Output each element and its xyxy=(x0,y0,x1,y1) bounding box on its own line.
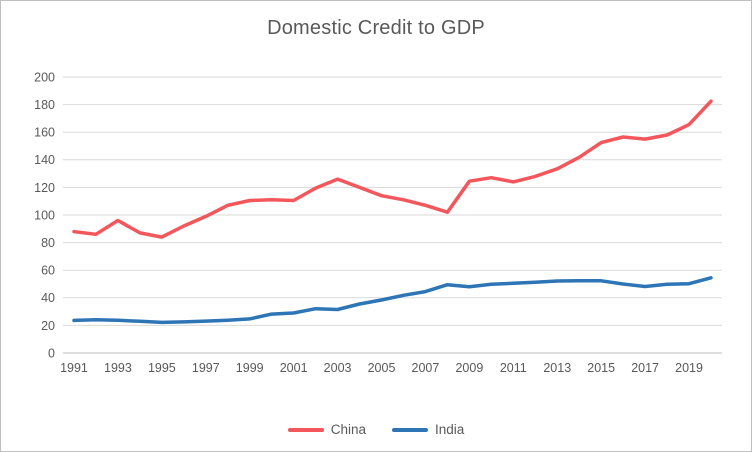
x-tick-label: 2011 xyxy=(500,361,527,375)
x-tick-label: 2017 xyxy=(631,361,659,375)
y-tick-label: 180 xyxy=(34,98,55,112)
y-tick-label: 160 xyxy=(34,126,55,140)
y-tick-label: 140 xyxy=(34,153,55,167)
x-tick-label: 2013 xyxy=(543,361,571,375)
legend-item-china: China xyxy=(287,422,366,437)
chart-title: Domestic Credit to GDP xyxy=(267,17,485,39)
y-tick-label: 120 xyxy=(34,181,55,195)
x-tick-label: 2003 xyxy=(324,361,352,375)
china-line-swatch xyxy=(287,427,324,432)
y-tick-label: 40 xyxy=(41,291,55,305)
x-tick-label: 1991 xyxy=(60,361,88,375)
y-tick-label: 100 xyxy=(34,208,55,222)
x-tick-label: 1993 xyxy=(104,361,132,375)
series-line-china xyxy=(72,99,713,239)
legend: China India xyxy=(1,422,751,437)
x-tick-label: 1999 xyxy=(236,361,264,375)
y-tick-label: 200 xyxy=(34,70,55,84)
x-tick-label: 1995 xyxy=(148,361,176,375)
legend-label-india: India xyxy=(435,422,465,437)
x-tick-label: 2005 xyxy=(368,361,396,375)
x-tick-label: 2015 xyxy=(587,361,615,375)
y-tick-label: 80 xyxy=(41,236,55,250)
x-tick-label: 1997 xyxy=(192,361,220,375)
y-tick-label: 60 xyxy=(41,264,55,278)
x-tick-label: 2009 xyxy=(455,361,483,375)
series-line-india xyxy=(72,276,713,325)
legend-label-china: China xyxy=(330,422,366,437)
legend-item-india: India xyxy=(392,422,464,437)
x-tick-label: 2019 xyxy=(675,361,703,375)
india-line-swatch xyxy=(392,427,428,432)
x-tick-label: 2007 xyxy=(412,361,440,375)
y-tick-label: 0 xyxy=(48,346,55,360)
y-tick-label: 20 xyxy=(41,319,55,333)
x-tick-label: 2001 xyxy=(280,361,308,375)
